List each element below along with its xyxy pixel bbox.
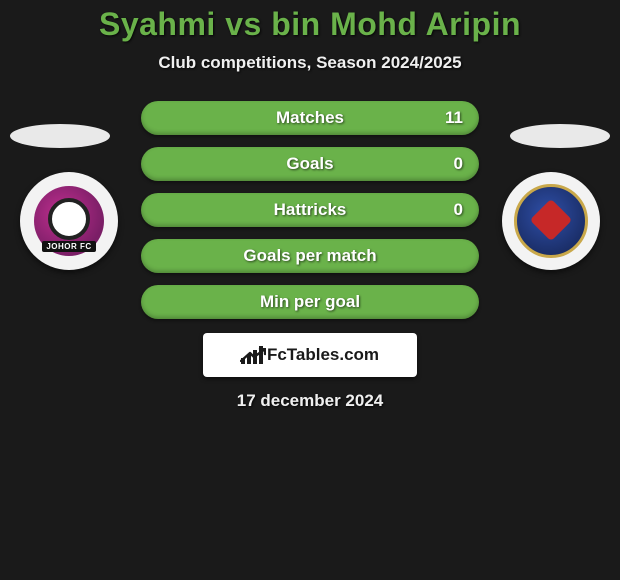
brand-box[interactable]: FcTables.com	[203, 333, 417, 377]
stat-value: 0	[454, 200, 463, 220]
stat-row-matches: Matches 11	[141, 101, 479, 135]
stat-row-hattricks: Hattricks 0	[141, 193, 479, 227]
brand-text: FcTables.com	[241, 345, 379, 365]
stat-label: Goals	[286, 154, 333, 174]
stat-row-goals-per-match: Goals per match	[141, 239, 479, 273]
stat-label: Min per goal	[260, 292, 360, 312]
club-crest-left: JOHOR FC	[20, 172, 118, 270]
player-head-left	[10, 124, 110, 148]
trend-arrow-icon	[240, 348, 266, 362]
stat-label: Hattricks	[274, 200, 347, 220]
comparison-card: Syahmi vs bin Mohd Aripin Club competiti…	[0, 0, 620, 580]
bar-chart-icon	[241, 346, 263, 364]
page-title: Syahmi vs bin Mohd Aripin	[0, 6, 620, 43]
opponent-badge	[514, 184, 588, 258]
club-crest-right	[502, 172, 600, 270]
stat-label: Goals per match	[243, 246, 376, 266]
stat-value: 11	[445, 108, 463, 128]
stat-row-min-per-goal: Min per goal	[141, 285, 479, 319]
player-head-right	[510, 124, 610, 148]
stat-row-goals: Goals 0	[141, 147, 479, 181]
brand-label: FcTables.com	[267, 345, 379, 365]
date-label: 17 december 2024	[0, 391, 620, 411]
stat-label: Matches	[276, 108, 344, 128]
crest-tag: JOHOR FC	[42, 241, 95, 252]
subtitle: Club competitions, Season 2024/2025	[0, 53, 620, 73]
stat-value: 0	[454, 154, 463, 174]
johor-fc-badge: JOHOR FC	[34, 186, 104, 256]
